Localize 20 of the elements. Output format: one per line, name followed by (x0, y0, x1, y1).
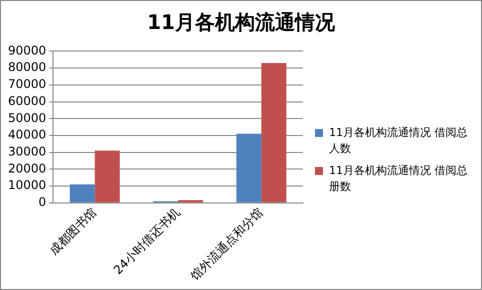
y-tick-label: 80000 (8, 60, 46, 74)
bar (261, 63, 286, 202)
y-tick-label: 50000 (8, 110, 46, 125)
y-tick-label: 90000 (8, 43, 46, 58)
x-tick-label: 馆外流通点和分馆 (187, 205, 266, 284)
y-tick-label: 70000 (8, 77, 46, 92)
x-tick-label: 24小时借还书机 (110, 205, 182, 278)
bar (70, 184, 95, 202)
y-tick-label: 10000 (8, 178, 46, 192)
y-tick-label: 0 (38, 195, 46, 210)
y-tick-label: 60000 (8, 94, 46, 108)
chart-title: 11月各机构流通情况 (146, 9, 336, 36)
bar (236, 134, 262, 202)
bar (94, 150, 120, 202)
y-tick-label: 30000 (8, 144, 46, 158)
x-tick-label: 成都图书馆 (46, 205, 100, 258)
y-tick-label: 20000 (8, 161, 46, 176)
y-tick-label: 40000 (8, 128, 46, 142)
legend-label: 11月各机构流通情况 借阅总人数 (329, 125, 468, 157)
legend-label: 11月各机构流通情况 借阅总册数 (329, 163, 468, 195)
